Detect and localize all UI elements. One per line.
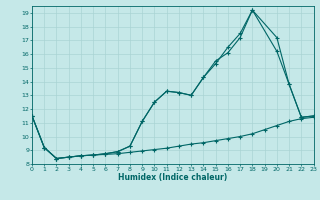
X-axis label: Humidex (Indice chaleur): Humidex (Indice chaleur) (118, 173, 228, 182)
